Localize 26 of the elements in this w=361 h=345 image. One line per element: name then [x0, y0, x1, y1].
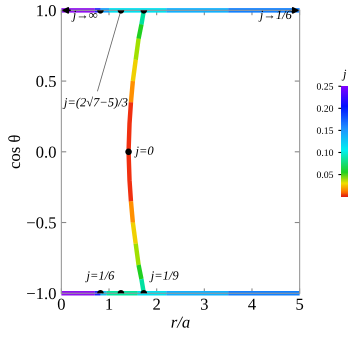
color-bar-label: 0.10 — [316, 149, 334, 156]
x-tick-label: 2 — [153, 298, 160, 310]
annotation: j=1/9 — [149, 271, 178, 282]
y-tick-label: 1.0 — [37, 5, 56, 16]
color-bar-label: 0.25 — [316, 83, 334, 90]
y-tick-label: 0.0 — [36, 146, 56, 158]
y-axis-title: cos θ — [8, 135, 20, 168]
y-tick-label: −0.5 — [27, 217, 56, 229]
y-tick-label: −1.0 — [27, 288, 56, 300]
x-tick-label: 4 — [248, 298, 256, 310]
x-tick-label: 5 — [296, 298, 304, 310]
x-axis-title: r/a — [171, 316, 190, 328]
x-tick-label: 1 — [106, 298, 112, 310]
annotation: j=1/6 — [85, 271, 114, 282]
color-bar-title: j — [342, 70, 346, 81]
annotation: j→1/6 — [258, 10, 292, 22]
color-bar-label: 0.15 — [316, 127, 334, 134]
color-bar-label: 0.20 — [316, 105, 334, 112]
color-bar-label: 0.05 — [316, 171, 334, 178]
x-tick-label: 0 — [58, 298, 65, 310]
point — [125, 148, 132, 156]
annotation: j=0 — [134, 146, 154, 158]
annotation: j→∞ — [71, 10, 98, 22]
y-tick-label: 0.5 — [36, 76, 56, 88]
annotation: j=(2√7−5)/3 — [62, 96, 128, 110]
x-tick-label: 3 — [200, 298, 208, 310]
